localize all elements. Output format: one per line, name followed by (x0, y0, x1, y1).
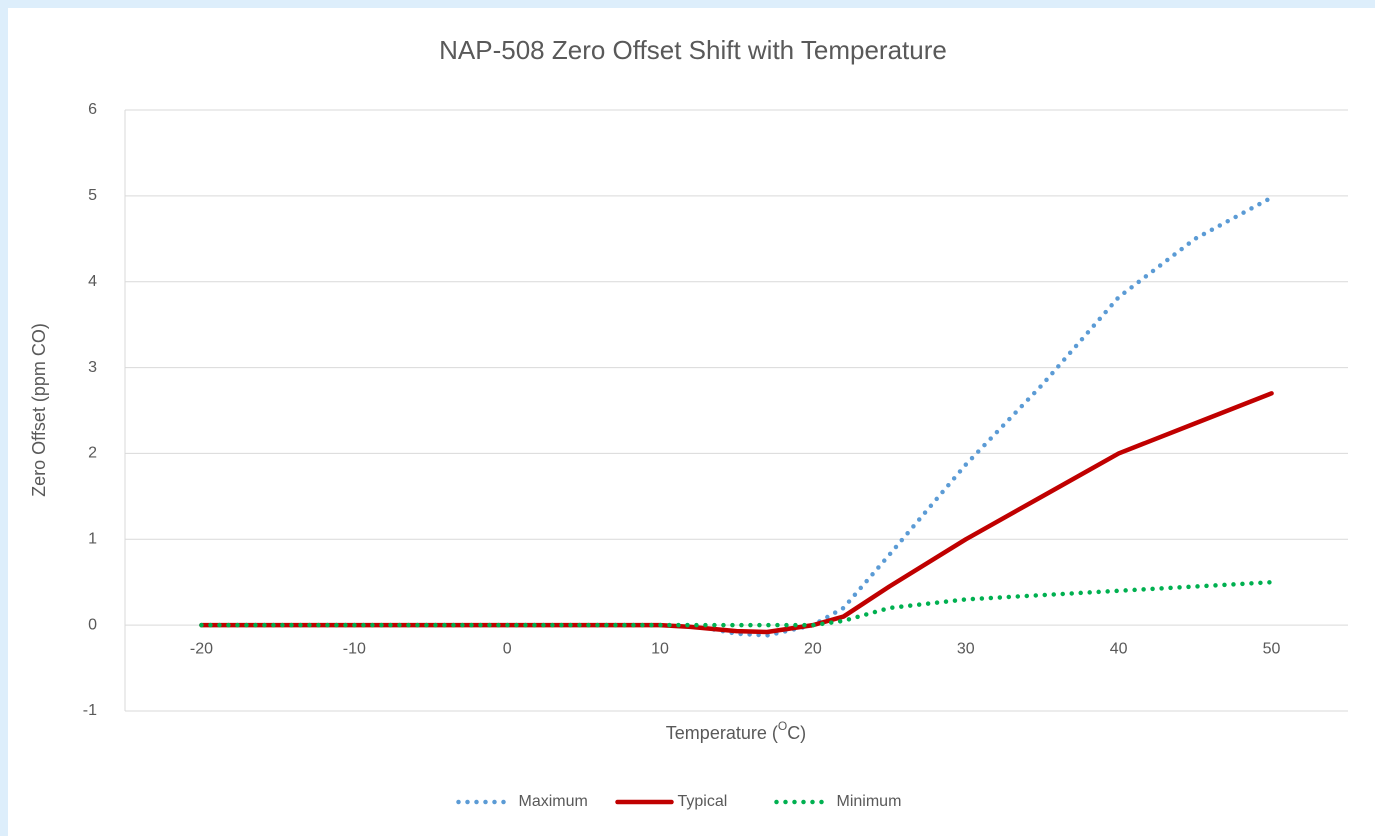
x-axis-label: Temperature (OC) (666, 719, 806, 743)
x-tick-label: -10 (343, 640, 366, 657)
x-tick-label: -20 (190, 640, 213, 657)
y-tick-label: 5 (88, 187, 97, 204)
x-tick-label: 50 (1263, 640, 1281, 657)
y-tick-label: 3 (88, 359, 97, 376)
x-axis-label-part: C) (787, 723, 806, 743)
x-tick-label: 30 (957, 640, 975, 657)
y-tick-label: 6 (88, 101, 97, 118)
x-tick-label: 0 (503, 640, 512, 657)
x-axis-label-part: Temperature ( (666, 723, 778, 743)
y-tick-label: 0 (88, 616, 97, 633)
chart-background (8, 8, 1375, 836)
legend-label: Minimum (837, 793, 902, 810)
y-tick-label: 4 (88, 273, 97, 290)
x-axis-label-part: O (778, 719, 787, 733)
x-tick-label: 20 (804, 640, 822, 657)
y-axis-label: Zero Offset (ppm CO) (29, 323, 49, 497)
x-tick-label: 10 (651, 640, 669, 657)
legend-label: Typical (678, 793, 728, 810)
y-tick-label: 2 (88, 445, 97, 462)
x-tick-label: 40 (1110, 640, 1128, 657)
chart-title: NAP-508 Zero Offset Shift with Temperatu… (439, 35, 947, 65)
y-tick-label: 1 (88, 531, 97, 548)
series-line (199, 579, 1274, 628)
y-tick-label: -1 (83, 702, 97, 719)
legend-label: Maximum (519, 793, 588, 810)
